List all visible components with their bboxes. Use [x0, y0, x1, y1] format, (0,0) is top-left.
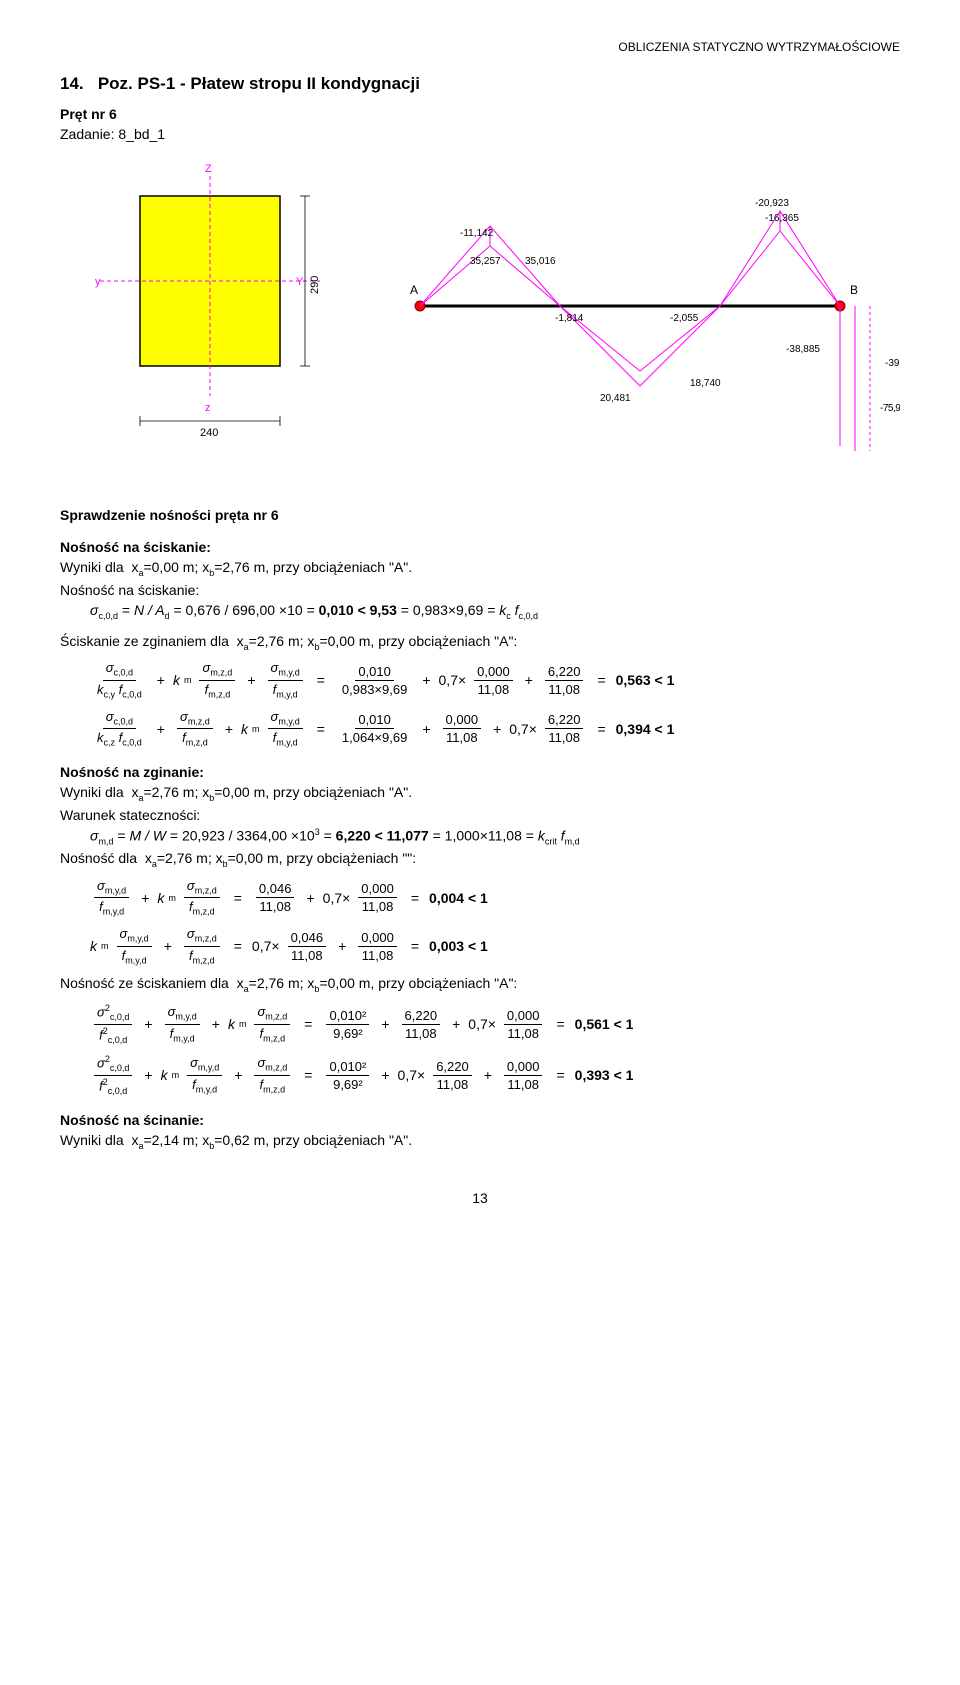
sigma-compression-line: σc,0,d = N / Ad = 0,676 / 696,00 ×10 = 0… [90, 602, 900, 621]
svg-text:-75,972: -75,972 [880, 403, 900, 414]
svg-text:-20,923: -20,923 [755, 198, 789, 209]
scinanie-title: Nośność na ścinanie: [60, 1112, 900, 1128]
pret-line: Pręt nr 6 [60, 106, 900, 122]
sciskanie-wyniki: Wyniki dla xa=0,00 m; xb=2,76 m, przy ob… [60, 559, 900, 578]
svg-text:-2,055: -2,055 [670, 313, 699, 324]
axis-label-Y: Y [296, 276, 304, 288]
page-header: OBLICZENIA STATYCZNO WYTRZYMAŁOŚCIOWE [60, 40, 900, 54]
svg-text:20,481: 20,481 [600, 393, 631, 404]
support-label-a: A [410, 283, 418, 297]
eq-zgin-4: σ2c,0,df2c,0,d +km σm,y,dfm,y,d + σm,z,d… [90, 1055, 900, 1096]
svg-text:-38,885: -38,885 [786, 344, 820, 355]
svg-text:18,740: 18,740 [690, 378, 721, 389]
svg-text:-39,126: -39,126 [885, 358, 900, 369]
section-number: 14. [60, 74, 84, 93]
eq-sciskzgin-2: σc,0,dkc,z fc,0,d + σm,z,dfm,z,d +km σm,… [90, 710, 900, 748]
zginanie-wyniki: Wyniki dla xa=2,76 m; xb=0,00 m, przy ob… [60, 784, 900, 803]
section-name: Poz. PS-1 - Płatew stropu II kondygnacji [98, 74, 420, 93]
eq-zgin-1: σm,y,dfm,y,d +km σm,z,dfm,z,d = 0,04611,… [90, 879, 900, 917]
eq-sciskzgin-1: σc,0,dkc,y fc,0,d +km σm,z,dfm,z,d + σm,… [90, 661, 900, 699]
scinanie-wyniki: Wyniki dla xa=2,14 m; xb=0,62 m, przy ob… [60, 1132, 900, 1151]
sciskanie-title: Nośność na ściskanie: [60, 539, 900, 555]
sciskanie-nosnosc: Nośność na ściskanie: [60, 582, 900, 598]
svg-text:35,257: 35,257 [470, 256, 501, 267]
svg-text:35,016: 35,016 [525, 256, 556, 267]
support-label-b: B [850, 283, 858, 297]
axis-label-Z: Z [205, 163, 212, 175]
svg-text:-16,365: -16,365 [765, 213, 799, 224]
nosnosc-ze-sciskaniem: Nośność ze ściskaniem dla xa=2,76 m; xb=… [60, 975, 900, 994]
warunek-statecznosci: Warunek stateczności: [60, 807, 900, 823]
page-number: 13 [60, 1190, 900, 1206]
sigma-bending-line: σm,d = M / W = 20,923 / 3364,00 ×103 = 6… [90, 827, 900, 846]
nosnosc-dla: Nośność dla xa=2,76 m; xb=0,00 m, przy o… [60, 850, 900, 869]
svg-text:-1,814: -1,814 [555, 313, 584, 324]
section-title: 14. Poz. PS-1 - Płatew stropu II kondygn… [60, 74, 900, 94]
axis-label-y: y [95, 276, 101, 288]
eq-zgin-3: σ2c,0,df2c,0,d + σm,y,dfm,y,d +km σm,z,d… [90, 1004, 900, 1045]
dim-height: 290 [309, 276, 321, 294]
cross-section-and-moment-diagram: y Y Z z 240 290 A B -11,142 [60, 156, 900, 456]
spraw-title: Sprawdzenie nośności pręta nr 6 [60, 507, 900, 523]
dim-width: 240 [200, 427, 218, 439]
val-tl1: -11,142 [460, 228, 494, 239]
scisk-zgin-title: Ściskanie ze zginaniem dla xa=2,76 m; xb… [60, 633, 900, 652]
zginanie-title: Nośność na zginanie: [60, 764, 900, 780]
axis-label-z: z [205, 402, 211, 414]
zadanie-line: Zadanie: 8_bd_1 [60, 126, 900, 142]
eq-zgin-2: km σm,y,dfm,y,d + σm,z,dfm,z,d =0,7× 0,0… [90, 927, 900, 965]
